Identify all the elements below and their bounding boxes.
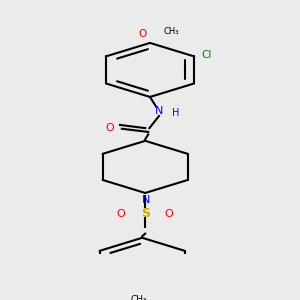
Text: O: O (139, 29, 147, 39)
Text: Cl: Cl (201, 50, 212, 60)
Text: O: O (165, 208, 174, 219)
Text: CH₃: CH₃ (131, 295, 148, 300)
Text: S: S (141, 207, 150, 220)
Text: CH₃: CH₃ (163, 27, 179, 36)
Text: N: N (142, 195, 151, 205)
Text: H: H (172, 108, 180, 118)
Text: O: O (117, 208, 126, 219)
Text: O: O (105, 123, 114, 133)
Text: N: N (155, 106, 163, 116)
